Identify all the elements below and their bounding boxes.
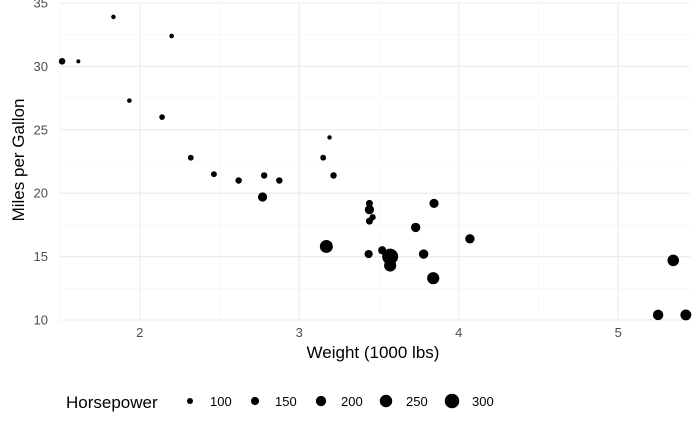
- data-point: [187, 154, 194, 161]
- legend-key: [250, 396, 260, 406]
- data-point: [364, 249, 373, 259]
- data-point: [667, 254, 680, 267]
- data-point: [210, 171, 217, 178]
- data-point: [382, 248, 399, 265]
- data-point: [410, 222, 421, 233]
- x-axis-title: Weight (1000 lbs): [307, 343, 440, 362]
- y-tick-label: 10: [34, 313, 48, 328]
- y-axis-title: Miles per Gallon: [9, 99, 28, 222]
- x-tick-label: 3: [296, 325, 303, 340]
- legend-key: [186, 397, 194, 405]
- y-tick-label: 25: [34, 122, 48, 137]
- data-point: [429, 198, 439, 208]
- data-point: [235, 177, 242, 184]
- y-tick-label: 30: [34, 59, 48, 74]
- y-tick-label: 15: [34, 249, 48, 264]
- data-point: [364, 205, 375, 215]
- data-point: [427, 272, 440, 285]
- data-point: [465, 234, 475, 244]
- data-point: [257, 192, 268, 202]
- y-tick-label: 20: [34, 186, 48, 201]
- data-point: [169, 33, 174, 39]
- data-point: [111, 14, 116, 20]
- data-point: [369, 214, 376, 221]
- legend-label: 150: [275, 394, 297, 409]
- data-point: [680, 309, 692, 321]
- x-tick-labels: 2 3 4 5: [136, 325, 622, 340]
- legend-label: 100: [210, 394, 232, 409]
- data-point: [365, 199, 373, 207]
- data-point: [418, 249, 429, 259]
- legend-label: 200: [341, 394, 363, 409]
- x-tick-label: 4: [455, 325, 462, 340]
- legend-key: [379, 394, 393, 408]
- size-legend: Horsepower 100 150 200 250 300: [66, 393, 494, 412]
- legend-key: [444, 393, 460, 409]
- legend-label: 250: [406, 394, 428, 409]
- data-point: [327, 135, 332, 140]
- data-point: [58, 58, 66, 65]
- grid-lines: [59, 2, 690, 322]
- data-point: [76, 59, 81, 64]
- data-point: [330, 172, 337, 179]
- y-tick-label: 35: [34, 0, 48, 11]
- data-point: [260, 172, 268, 179]
- legend-title: Horsepower: [66, 393, 158, 412]
- x-tick-label: 2: [136, 325, 143, 340]
- x-tick-label: 5: [615, 325, 622, 340]
- y-tick-labels: 10 15 20 25 30 35: [34, 0, 48, 328]
- data-points: [58, 14, 692, 321]
- legend-label: 300: [472, 394, 494, 409]
- data-point: [319, 239, 333, 253]
- legend-key: [315, 395, 327, 407]
- data-point: [320, 154, 327, 161]
- data-point: [159, 114, 165, 120]
- data-point: [276, 177, 283, 184]
- data-point: [652, 309, 664, 321]
- data-point: [127, 98, 132, 103]
